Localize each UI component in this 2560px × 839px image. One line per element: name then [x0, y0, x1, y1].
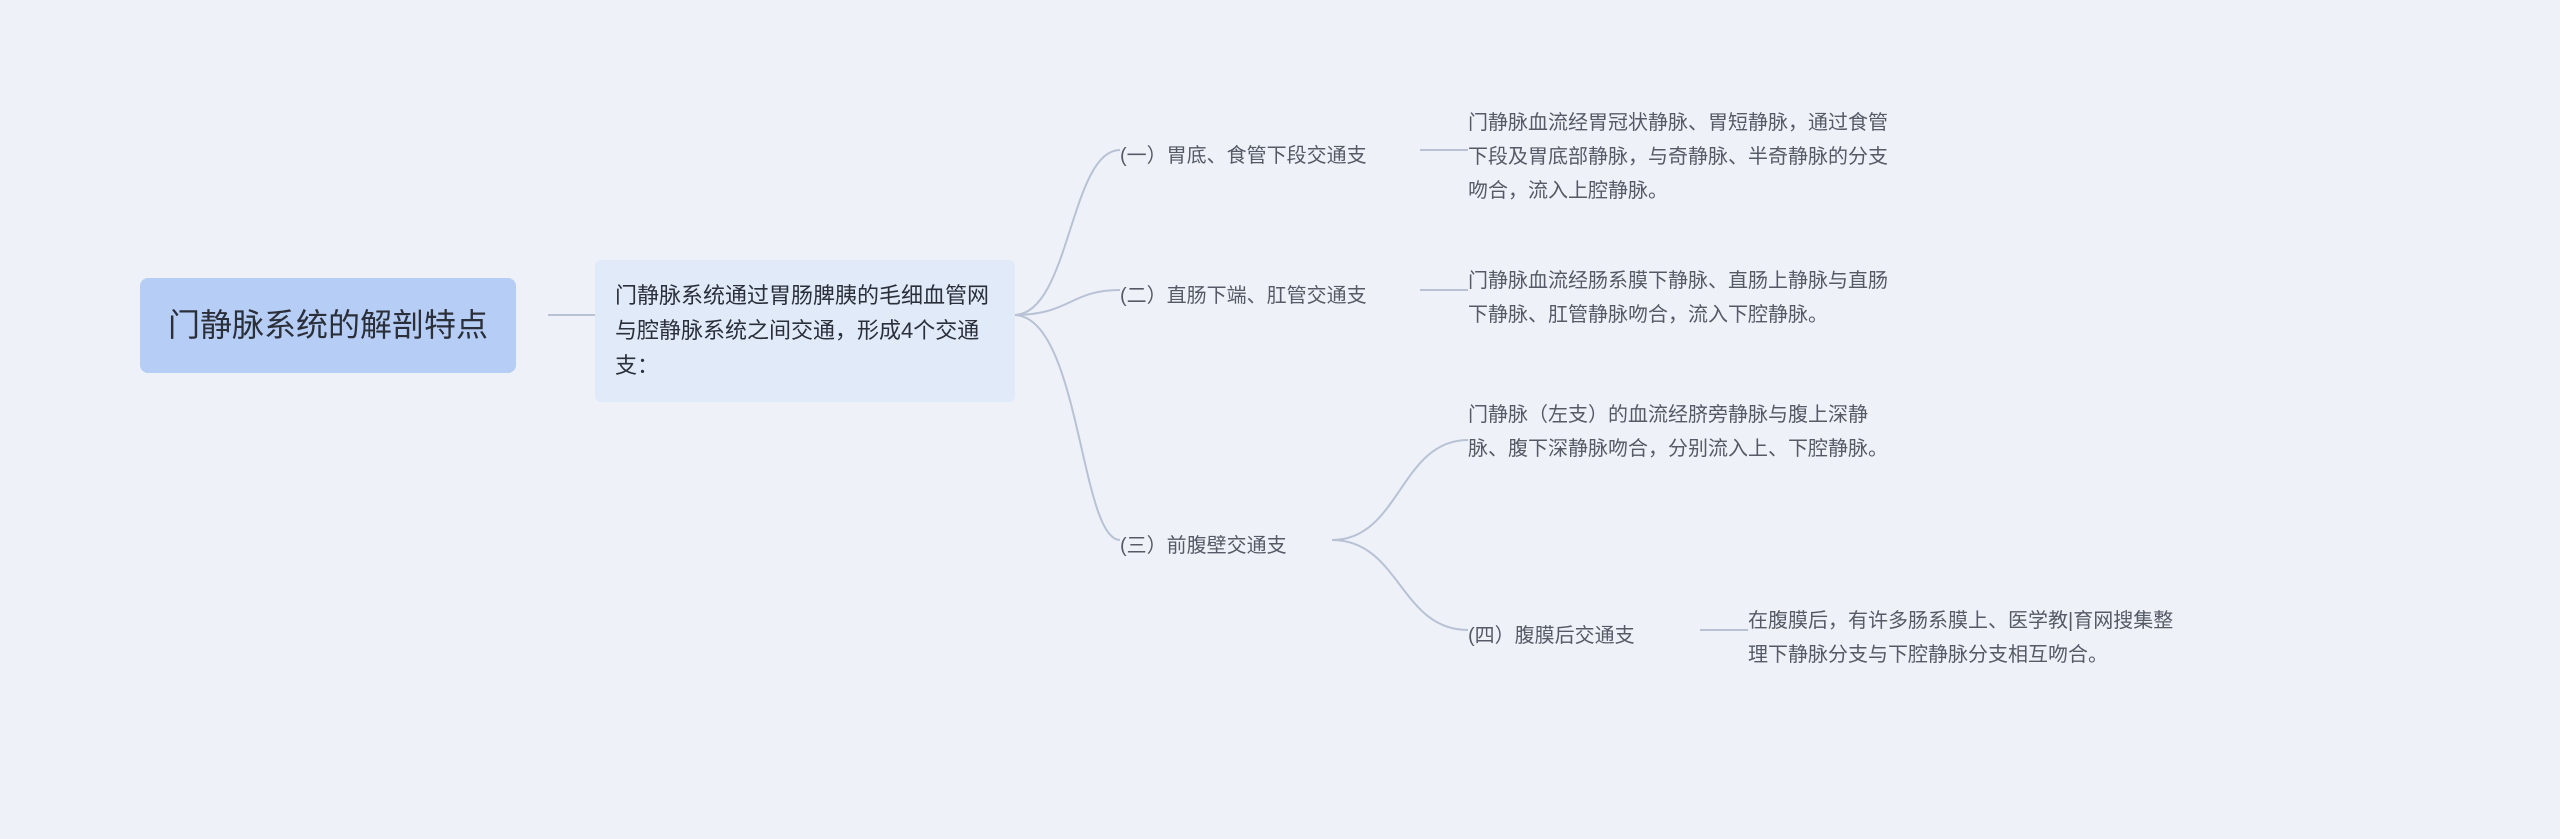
branch-2-leaf-1-sublabel-text: (四）腹膜后交通支 [1468, 625, 1635, 647]
branch-2-leaf-0[interactable]: 门静脉（左支）的血流经脐旁静脉与腹上深静脉、腹下深静脉吻合，分别流入上、下腔静脉… [1468, 390, 1898, 474]
branch-2[interactable]: (三）前腹壁交通支 [1120, 522, 1287, 570]
branch-1-label: (二）直肠下端、肛管交通支 [1120, 285, 1367, 307]
level1-node[interactable]: 门静脉系统通过胃肠脾胰的毛细血管网与腔静脉系统之间交通，形成4个交通支： [595, 260, 1015, 402]
root-label: 门静脉系统的解剖特点 [168, 307, 488, 343]
level1-label: 门静脉系统通过胃肠脾胰的毛细血管网与腔静脉系统之间交通，形成4个交通支： [615, 283, 989, 378]
mindmap-canvas: 门静脉系统的解剖特点 门静脉系统通过胃肠脾胰的毛细血管网与腔静脉系统之间交通，形… [0, 0, 2560, 839]
branch-1[interactable]: (二）直肠下端、肛管交通支 [1120, 272, 1367, 320]
branch-2-leaf-0-text: 门静脉（左支）的血流经脐旁静脉与腹上深静脉、腹下深静脉吻合，分别流入上、下腔静脉… [1468, 404, 1888, 460]
branch-2-leaf-1-sublabel[interactable]: (四）腹膜后交通支 [1468, 612, 1635, 660]
branch-1-leaf-0-text: 门静脉血流经肠系膜下静脉、直肠上静脉与直肠下静脉、肛管静脉吻合，流入下腔静脉。 [1468, 270, 1888, 326]
branch-0[interactable]: (一）胃底、食管下段交通支 [1120, 132, 1367, 180]
root-node[interactable]: 门静脉系统的解剖特点 [140, 278, 516, 373]
branch-1-leaf-0[interactable]: 门静脉血流经肠系膜下静脉、直肠上静脉与直肠下静脉、肛管静脉吻合，流入下腔静脉。 [1468, 256, 1898, 340]
branch-2-label: (三）前腹壁交通支 [1120, 535, 1287, 557]
branch-0-leaf-0-text: 门静脉血流经胃冠状静脉、胃短静脉，通过食管下段及胃底部静脉，与奇静脉、半奇静脉的… [1468, 112, 1888, 202]
connectors [0, 0, 2560, 839]
branch-0-label: (一）胃底、食管下段交通支 [1120, 145, 1367, 167]
branch-2-leaf-1[interactable]: 在腹膜后，有许多肠系膜上、医学教|育网搜集整理下静脉分支与下腔静脉分支相互吻合。 [1748, 596, 2178, 680]
branch-2-leaf-1-text: 在腹膜后，有许多肠系膜上、医学教|育网搜集整理下静脉分支与下腔静脉分支相互吻合。 [1748, 610, 2173, 666]
branch-0-leaf-0[interactable]: 门静脉血流经胃冠状静脉、胃短静脉，通过食管下段及胃底部静脉，与奇静脉、半奇静脉的… [1468, 98, 1898, 216]
